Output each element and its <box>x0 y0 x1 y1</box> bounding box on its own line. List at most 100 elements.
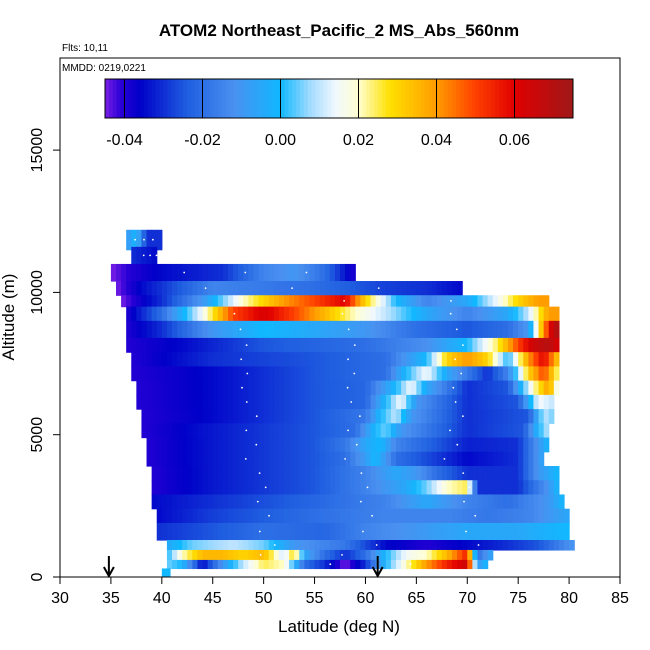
sample-dot <box>341 554 343 556</box>
heatmap-cell <box>212 437 219 453</box>
heatmap-cell <box>543 508 550 524</box>
x-tick-label: 45 <box>204 590 222 607</box>
heatmap-cell <box>401 394 407 410</box>
heatmap-cell <box>421 451 428 467</box>
heatmap-cell <box>340 466 346 481</box>
heatmap-cell <box>487 423 494 439</box>
heatmap-cell <box>166 437 173 453</box>
heatmap-cell <box>136 352 143 367</box>
heatmap-cell <box>365 437 372 453</box>
heatmap-cell <box>416 409 423 424</box>
heatmap-cell <box>482 466 489 481</box>
heatmap-cell <box>217 337 224 353</box>
heatmap-cell <box>273 423 280 439</box>
heatmap-cell <box>319 423 326 439</box>
heatmap-cell <box>309 466 316 481</box>
heatmap-cell <box>502 466 509 481</box>
colorbar-segment <box>190 79 196 118</box>
heatmap-cell <box>263 352 270 367</box>
heatmap-cell <box>146 281 153 296</box>
heatmap-cell <box>146 352 153 367</box>
heatmap-cell <box>238 508 244 524</box>
colorbar-segment <box>315 79 320 118</box>
colorbar-segment <box>249 79 254 118</box>
heatmap-cell <box>355 549 361 561</box>
colorbar-segment <box>389 79 395 118</box>
heatmap-cell <box>365 320 372 339</box>
heatmap-cell <box>355 352 361 367</box>
heatmap-cell <box>370 466 377 481</box>
sample-dot <box>454 401 457 403</box>
heatmap-cell <box>416 494 423 510</box>
heatmap-cell <box>263 320 270 339</box>
heatmap-cell <box>487 508 494 524</box>
heatmap-cell <box>396 549 402 561</box>
heatmap-cell <box>202 409 209 424</box>
heatmap-cell <box>258 559 265 570</box>
heatmap-cell <box>187 295 193 308</box>
heatmap-cell <box>401 480 407 496</box>
heatmap-cell <box>421 281 428 296</box>
heatmap-cell <box>355 451 361 467</box>
colorbar-segment <box>409 79 414 118</box>
heatmap-cell <box>457 423 463 439</box>
heatmap-cell <box>166 352 173 367</box>
heatmap-cell <box>370 559 377 570</box>
heatmap-cell <box>329 409 336 424</box>
heatmap-cell <box>441 295 448 308</box>
heatmap-cell <box>472 409 479 424</box>
heatmap-cell <box>406 423 412 439</box>
heatmap-cell <box>182 380 188 396</box>
heatmap-cell <box>314 352 321 367</box>
heatmap-cell <box>385 480 392 496</box>
heatmap-cell <box>396 337 402 353</box>
heatmap-cell <box>161 466 168 481</box>
heatmap-cell <box>273 494 280 510</box>
heatmap-cell <box>365 337 372 353</box>
heatmap-cell <box>416 466 423 481</box>
heatmap-cell <box>161 394 168 410</box>
heatmap-cell <box>396 437 402 453</box>
heatmap-cell <box>131 352 137 367</box>
heatmap-cell <box>166 508 173 524</box>
heatmap-cell <box>299 423 305 439</box>
heatmap-cell <box>314 437 321 453</box>
heatmap-cell <box>385 320 392 339</box>
heatmap-cell <box>508 480 514 496</box>
heatmap-cell <box>452 337 458 353</box>
heatmap-cell <box>258 281 265 296</box>
colorbar-segment <box>268 79 274 118</box>
heatmap-cell <box>268 508 275 524</box>
heatmap-cell <box>431 320 438 339</box>
x-tick-label: 30 <box>51 590 69 607</box>
heatmap-cell <box>390 437 397 453</box>
heatmap-cell <box>334 337 341 353</box>
heatmap-cell <box>406 549 412 561</box>
heatmap-cell <box>396 281 402 296</box>
heatmap-cell <box>299 281 305 296</box>
sample-dot <box>233 312 236 315</box>
heatmap-cell <box>141 352 148 367</box>
heatmap-cell <box>472 352 479 367</box>
heatmap-cell <box>528 380 535 396</box>
colorbar-segment <box>264 79 270 118</box>
heatmap-cell <box>146 263 153 282</box>
heatmap-cell <box>513 508 519 524</box>
heatmap-cell <box>523 494 529 510</box>
heatmap-cell <box>497 522 504 541</box>
heatmap-cell <box>508 437 514 453</box>
heatmap-cell <box>482 295 489 308</box>
heatmap-cell <box>462 466 468 481</box>
sample-dot <box>366 486 369 489</box>
heatmap-cell <box>487 549 494 561</box>
heatmap-cell <box>151 423 158 439</box>
heatmap-cell <box>569 540 575 551</box>
sample-dot <box>329 563 332 566</box>
heatmap-cell <box>477 508 484 524</box>
heatmap-cell <box>452 540 458 551</box>
heatmap-cell <box>278 522 285 541</box>
heatmap-cell <box>278 281 285 296</box>
heatmap-cell <box>253 423 260 439</box>
sample-dot <box>347 358 349 361</box>
heatmap-cell <box>192 559 199 570</box>
